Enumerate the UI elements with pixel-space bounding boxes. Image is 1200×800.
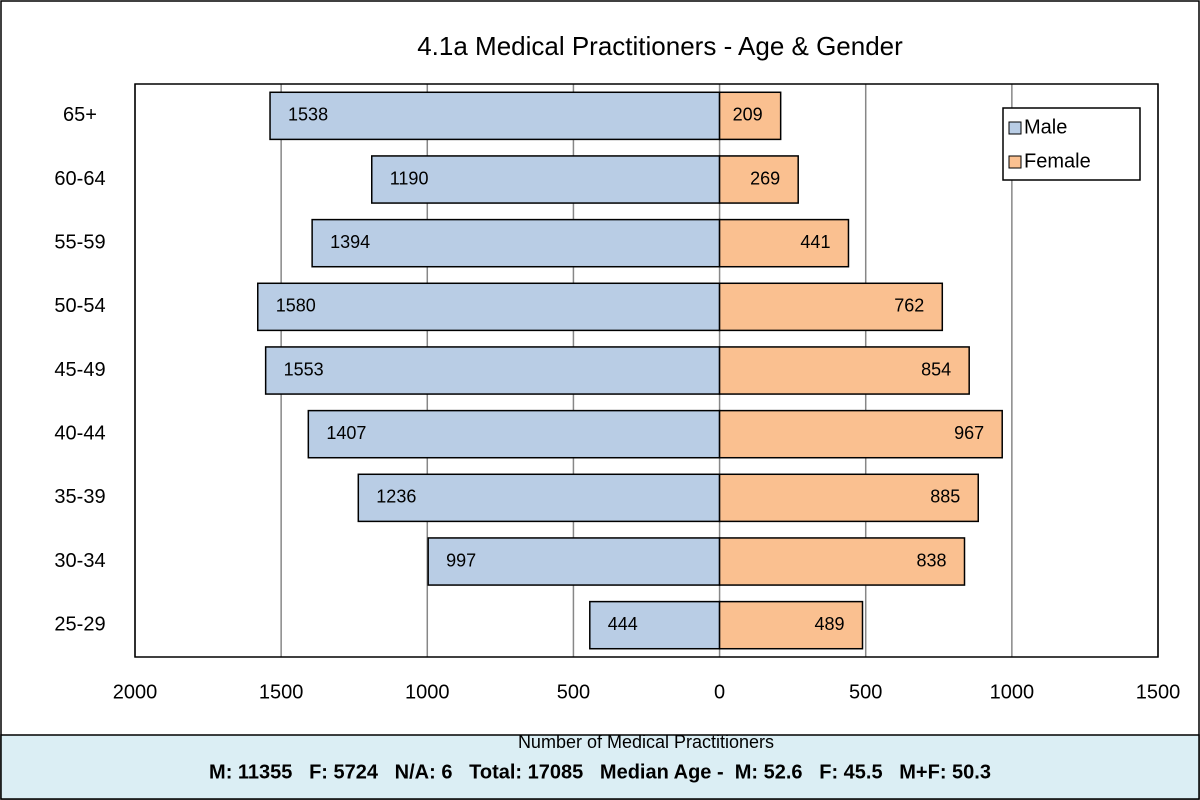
- bar: [718, 473, 979, 523]
- legend-label: Female: [1024, 150, 1091, 172]
- data-label: 441: [800, 232, 830, 252]
- x-tick-label: 1000: [405, 681, 450, 703]
- y-tick-label: 25-29: [54, 613, 105, 635]
- bar: [357, 473, 721, 523]
- data-label: 1190: [390, 168, 429, 188]
- x-tick-label: 500: [849, 681, 882, 703]
- legend-label: Male: [1024, 116, 1067, 138]
- data-label: 209: [733, 105, 763, 125]
- bar: [718, 600, 864, 650]
- y-tick-label: 60-64: [54, 168, 105, 190]
- bar: [257, 282, 721, 332]
- bar: [311, 218, 721, 268]
- bar: [718, 91, 782, 141]
- y-tick-label: 55-59: [54, 231, 105, 253]
- bar: [427, 537, 721, 586]
- bar: [718, 409, 1003, 459]
- data-label: 1553: [284, 359, 324, 379]
- bar: [371, 155, 721, 204]
- bar: [718, 155, 799, 204]
- x-axis-title: Number of Medical Practitioners: [518, 732, 774, 752]
- bar: [264, 346, 721, 395]
- legend-swatch: [1008, 155, 1022, 169]
- data-label: 1236: [376, 487, 416, 507]
- bar: [718, 218, 850, 268]
- bar: [718, 282, 944, 332]
- data-label: 269: [750, 168, 780, 188]
- x-tick-label: 2000: [113, 681, 158, 703]
- x-tick-label: 1500: [1136, 681, 1181, 703]
- data-label: 885: [930, 487, 960, 507]
- y-tick-label: 35-39: [54, 486, 105, 508]
- data-label: 1580: [276, 296, 316, 316]
- bar: [269, 91, 721, 141]
- data-label: 1394: [330, 232, 370, 252]
- x-tick-label: 0: [714, 681, 725, 703]
- bar: [718, 346, 970, 395]
- data-label: 444: [608, 614, 638, 634]
- bar: [589, 600, 721, 650]
- x-tick-label: 1000: [990, 681, 1035, 703]
- data-label: 997: [446, 550, 476, 570]
- data-label: 1407: [326, 423, 366, 443]
- data-label: 1538: [288, 105, 328, 125]
- footer-text: M: 11355 F: 5724 N/A: 6 Total: 17085 Med…: [209, 761, 991, 783]
- data-label: 762: [894, 296, 924, 316]
- bar: [718, 537, 966, 586]
- data-label: 489: [814, 614, 844, 634]
- data-label: 854: [921, 359, 951, 379]
- bar: [307, 409, 721, 459]
- x-tick-label: 500: [557, 681, 590, 703]
- y-tick-label: 40-44: [54, 422, 105, 444]
- data-label: 967: [954, 423, 984, 443]
- chart-title: 4.1a Medical Practitioners - Age & Gende…: [417, 31, 903, 61]
- footer-band: [0, 734, 1200, 800]
- y-tick-label: 45-49: [54, 359, 105, 381]
- legend-box: [1002, 107, 1141, 181]
- y-tick-label: 65+: [63, 104, 97, 126]
- legend-swatch: [1008, 121, 1022, 135]
- data-label: 838: [916, 550, 946, 570]
- plot-area: [134, 83, 1159, 658]
- y-tick-label: 50-54: [54, 295, 105, 317]
- x-tick-label: 1500: [259, 681, 304, 703]
- y-tick-label: 30-34: [54, 550, 105, 572]
